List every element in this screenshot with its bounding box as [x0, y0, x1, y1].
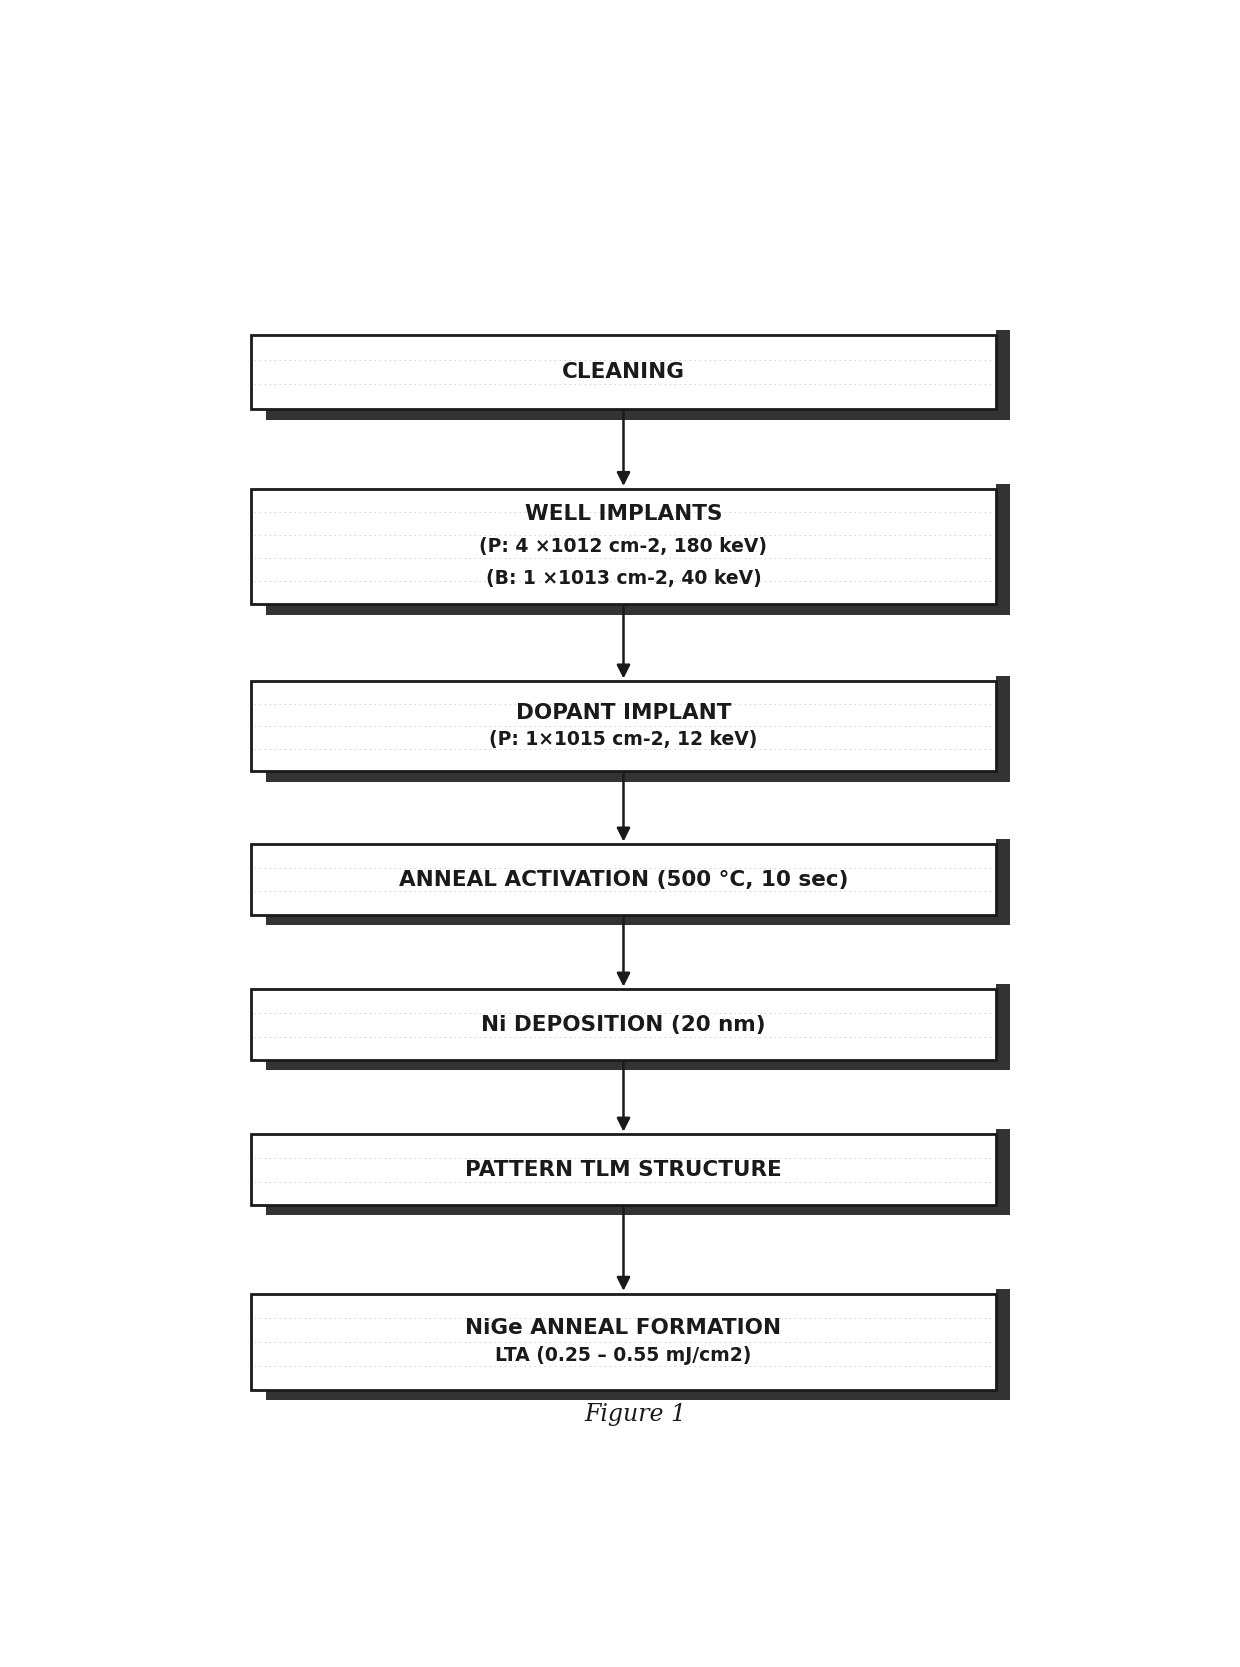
Bar [265, 855, 1011, 925]
Bar [265, 345, 1011, 420]
Text: (P: 1×1015 cm-2, 12 keV): (P: 1×1015 cm-2, 12 keV) [490, 730, 758, 748]
Text: Figure 1: Figure 1 [584, 1404, 687, 1425]
Text: CLEANING: CLEANING [562, 362, 684, 382]
Bar [265, 1145, 1011, 1215]
Text: DOPANT IMPLANT: DOPANT IMPLANT [516, 703, 732, 723]
Bar [996, 1129, 1011, 1200]
Text: Ni DEPOSITION (20 nm): Ni DEPOSITION (20 nm) [481, 1015, 766, 1035]
Bar [250, 1294, 996, 1390]
Text: (B: 1 ×1013 cm-2, 40 keV): (B: 1 ×1013 cm-2, 40 keV) [486, 570, 761, 588]
Bar [250, 335, 996, 410]
Bar [996, 984, 1011, 1055]
Bar [250, 682, 996, 772]
Bar [265, 1000, 1011, 1070]
Bar [996, 1289, 1011, 1385]
Text: PATTERN TLM STRUCTURE: PATTERN TLM STRUCTURE [465, 1160, 782, 1180]
Text: WELL IMPLANTS: WELL IMPLANTS [525, 503, 722, 523]
Text: (P: 4 ×1012 cm-2, 180 keV): (P: 4 ×1012 cm-2, 180 keV) [480, 537, 768, 557]
Bar [250, 990, 996, 1060]
Bar [265, 1304, 1011, 1400]
Text: ANNEAL ACTIVATION (500 °C, 10 sec): ANNEAL ACTIVATION (500 °C, 10 sec) [399, 870, 848, 890]
Bar [250, 845, 996, 915]
Bar [250, 488, 996, 605]
Bar [265, 498, 1011, 615]
Bar [996, 839, 1011, 910]
Bar [250, 1135, 996, 1205]
Bar [996, 483, 1011, 598]
Text: NiGe ANNEAL FORMATION: NiGe ANNEAL FORMATION [465, 1319, 781, 1339]
Bar [996, 330, 1011, 403]
Bar [265, 692, 1011, 782]
Text: LTA (0.25 – 0.55 mJ/cm2): LTA (0.25 – 0.55 mJ/cm2) [495, 1345, 751, 1365]
Bar [996, 677, 1011, 767]
